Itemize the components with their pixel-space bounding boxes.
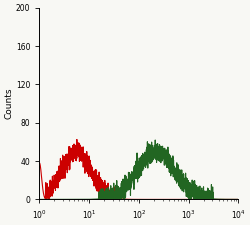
Y-axis label: Counts: Counts [4,88,13,119]
